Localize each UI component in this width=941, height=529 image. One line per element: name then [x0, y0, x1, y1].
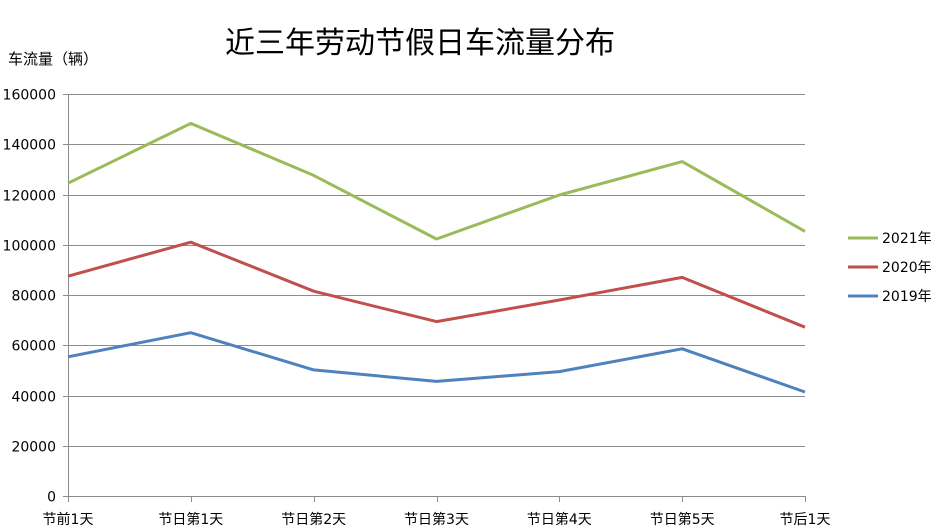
x-tick-label: 节前1天 — [43, 511, 94, 528]
x-tick-labels: 节前1天 节日第1天 节日第2天 节日第3天 节日第4天 节日第5天 节后1天 — [43, 511, 831, 528]
legend-label: 2021年 — [882, 231, 932, 247]
y-tick-label: 80000 — [11, 289, 56, 305]
chart-title: 近三年劳动节假日车流量分布 — [225, 26, 615, 61]
axes — [63, 94, 806, 502]
gridlines — [68, 94, 805, 447]
y-tick-label: 160000 — [3, 88, 56, 104]
x-tick-label: 节日第3天 — [404, 511, 469, 528]
legend-label: 2019年 — [882, 289, 932, 305]
series-line-2021年 — [67, 121, 806, 241]
series-lines — [67, 121, 806, 394]
x-tick-label: 节日第4天 — [527, 511, 592, 528]
y-tick-label: 140000 — [3, 138, 56, 154]
y-tick-labels: 0 20000 40000 60000 80000 100000 120000 140000 1… — [3, 88, 56, 506]
x-tick-label: 节后1天 — [780, 512, 831, 528]
y-tick-label: 120000 — [3, 189, 56, 205]
x-tick-label: 节日第5天 — [650, 511, 715, 528]
series-line-2019年 — [67, 331, 806, 394]
y-tick-label: 60000 — [11, 339, 56, 355]
y-tick-label: 100000 — [3, 239, 56, 255]
y-axis-label: 车流量（辆） — [8, 50, 98, 68]
y-tick-label: 40000 — [11, 390, 56, 406]
y-tick-label: 20000 — [11, 440, 56, 456]
x-tick-label: 节日第2天 — [281, 511, 346, 528]
legend: 2021年 2020年 2019年 — [848, 231, 932, 305]
y-tick-label: 0 — [47, 490, 56, 506]
series-line-2020年 — [67, 240, 806, 329]
legend-label: 2020年 — [882, 260, 932, 276]
x-tick-label: 节日第1天 — [158, 511, 223, 528]
